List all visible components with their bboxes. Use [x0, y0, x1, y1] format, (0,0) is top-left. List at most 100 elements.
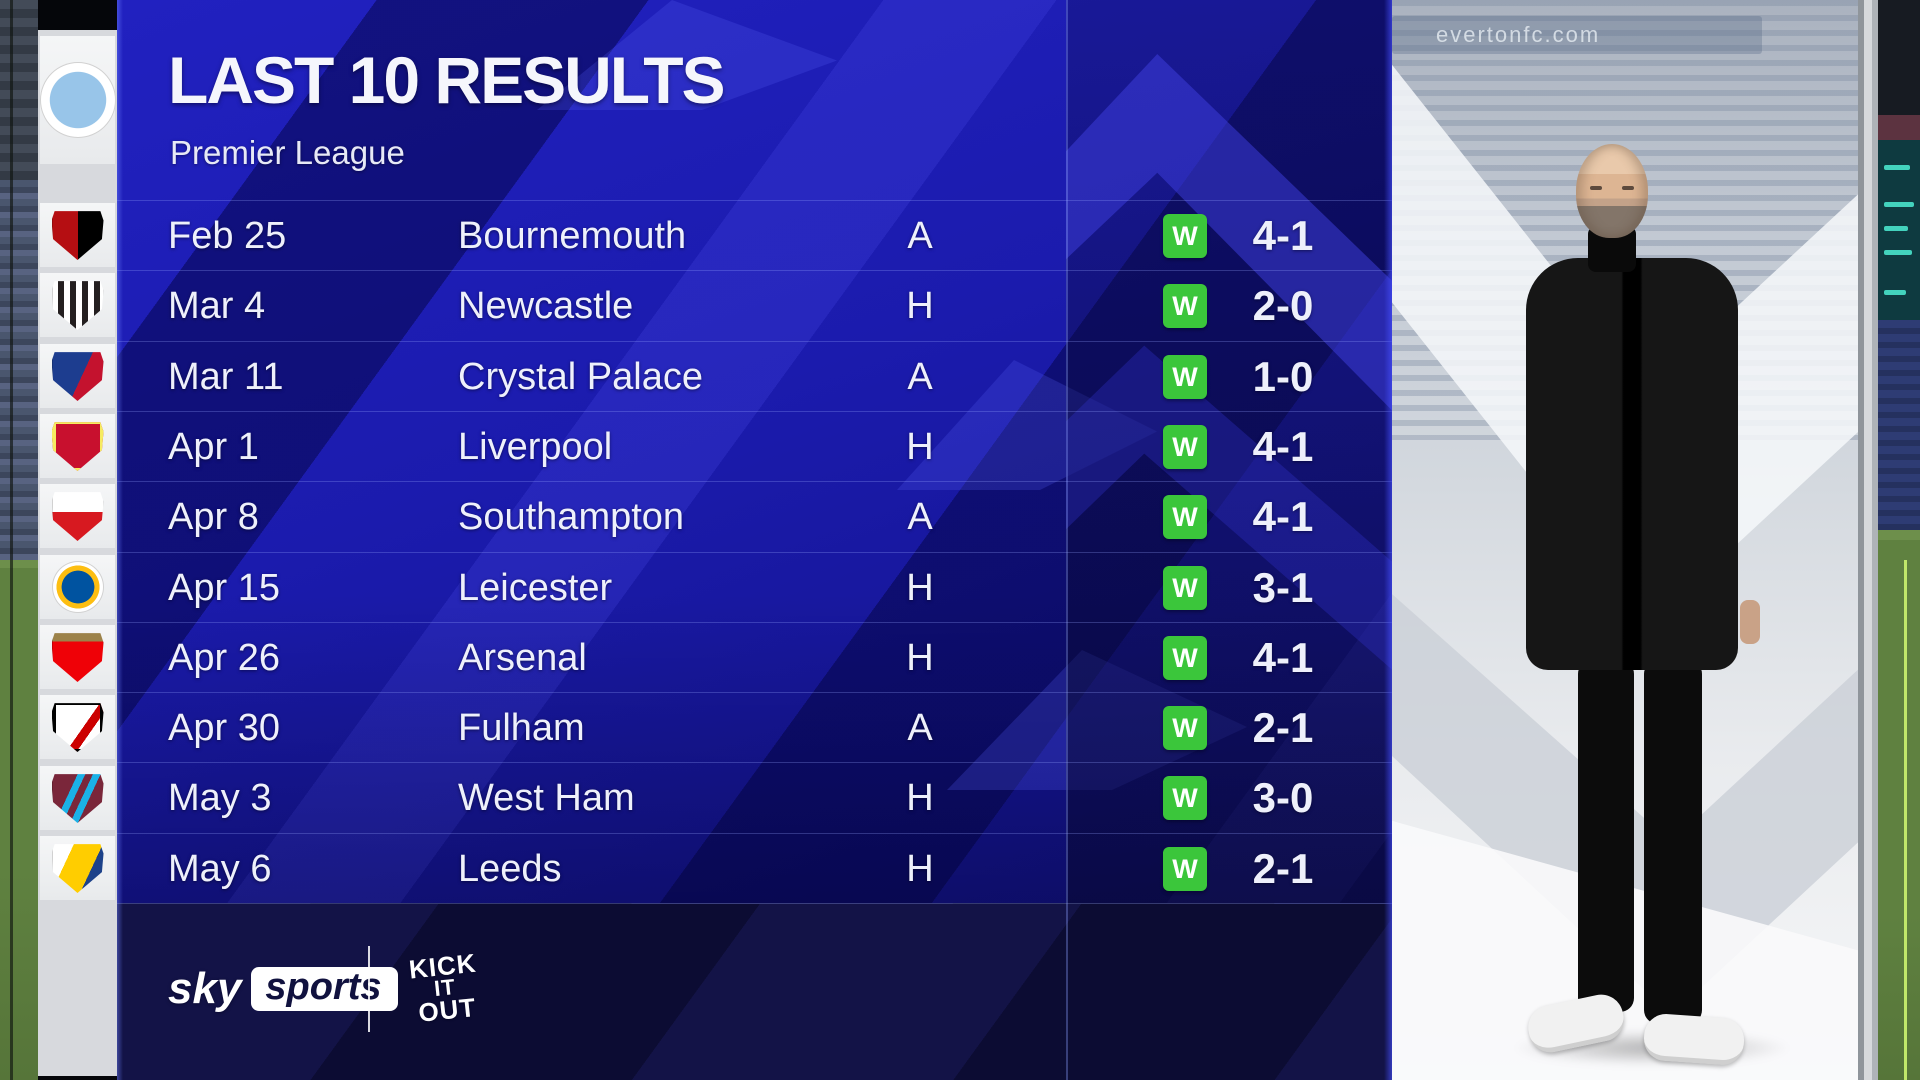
column-divider-line	[1066, 0, 1068, 1080]
left-video-edge	[0, 0, 38, 1080]
right-video-edge	[1878, 0, 1920, 1080]
badge-cell	[40, 766, 115, 830]
venue-indicator: H	[906, 425, 934, 468]
result-badge: W	[1163, 636, 1207, 680]
manager-figure-hand	[1740, 600, 1760, 644]
table-row: Apr 15 Leicester H W 3-1	[117, 552, 1392, 623]
scoreboard-text-line	[1884, 226, 1908, 231]
manager-figure-shoe	[1642, 1012, 1746, 1067]
opponent-name: Fulham	[458, 706, 585, 749]
manager-figure-brow	[1622, 186, 1634, 190]
stadium-stand-strip	[0, 0, 38, 180]
manager-figure-leg	[1644, 660, 1702, 1024]
competition-label: Premier League	[170, 134, 405, 171]
leeds-crest-icon	[51, 844, 104, 893]
match-score: 4-1	[1252, 212, 1314, 259]
bournemouth-crest-icon	[51, 211, 104, 260]
leicester-crest-icon	[51, 561, 104, 613]
match-date: Apr 26	[168, 636, 280, 679]
badge-cell	[40, 344, 115, 408]
venue-indicator: H	[906, 847, 934, 890]
crystal-palace-crest-icon	[51, 352, 104, 401]
result-badge: W	[1163, 706, 1207, 750]
kick-it-out-line: OUT	[416, 991, 478, 1028]
opponent-name: Crystal Palace	[458, 355, 703, 398]
badge-cell	[40, 625, 115, 689]
venue-indicator: A	[907, 495, 933, 538]
match-score: 4-1	[1252, 493, 1314, 540]
scoreboard-text-line	[1884, 290, 1906, 295]
badge-cell	[40, 203, 115, 267]
badge-cell	[40, 414, 115, 478]
manager-figure-brow	[1590, 186, 1602, 190]
result-badge: W	[1163, 495, 1207, 539]
match-date: Feb 25	[168, 214, 287, 257]
pitch-strip	[0, 560, 38, 1080]
match-score: 3-1	[1252, 564, 1314, 611]
opponent-name: Leicester	[458, 566, 613, 609]
scoreboard-text-line	[1884, 202, 1914, 207]
scoreboard-strip	[1878, 140, 1920, 320]
results-panel: LAST 10 RESULTS Premier League Feb 25 Bo…	[117, 0, 1392, 1080]
badge-cell	[40, 836, 115, 900]
manager-figure-head	[1576, 144, 1648, 238]
fulham-crest-icon	[51, 703, 104, 752]
badge-cell	[40, 484, 115, 548]
venue-indicator: A	[907, 355, 933, 398]
stadium-watermark: evertonfc.com	[1436, 22, 1601, 47]
result-badge: W	[1163, 214, 1207, 258]
sky-wordmark: sky	[168, 964, 242, 1013]
match-date: Mar 4	[168, 284, 266, 327]
table-row: Mar 11 Crystal Palace A W 1-0	[117, 341, 1392, 412]
match-score: 4-1	[1252, 423, 1314, 470]
score-column-background	[1066, 0, 1392, 1080]
match-score: 2-0	[1252, 282, 1314, 329]
match-score: 2-1	[1252, 845, 1314, 892]
frame-bars	[1858, 0, 1878, 1080]
manager-figure-torso	[1526, 258, 1738, 670]
table-row: Apr 26 Arsenal H W 4-1	[117, 622, 1392, 693]
table-row: Feb 25 Bournemouth A W 4-1	[117, 200, 1392, 271]
result-badge: W	[1163, 776, 1207, 820]
match-date: Apr 8	[168, 495, 259, 538]
table-row: Mar 4 Newcastle H W 2-0	[117, 270, 1392, 341]
stadium-seats-strip	[0, 180, 38, 560]
opponent-name: West Ham	[458, 776, 635, 819]
badge-cell	[40, 555, 115, 619]
badge-cell	[40, 273, 115, 337]
southampton-crest-icon	[51, 492, 104, 541]
match-date: Apr 15	[168, 566, 280, 609]
west-ham-crest-icon	[51, 774, 104, 823]
manager-figure-leg	[1578, 660, 1634, 1012]
opponent-name: Newcastle	[458, 284, 634, 327]
liverpool-crest-icon	[51, 422, 104, 471]
newcastle-crest-icon	[51, 281, 104, 330]
table-row: Apr 8 Southampton A W 4-1	[117, 481, 1392, 552]
opponent-name: Liverpool	[458, 425, 613, 468]
scoreboard-text-line	[1884, 165, 1910, 170]
result-badge: W	[1163, 566, 1207, 610]
venue-indicator: H	[906, 566, 934, 609]
panel-right-edge-glow	[1384, 0, 1394, 1080]
stadium-banner-strip	[1878, 115, 1920, 140]
table-row: May 3 West Ham H W 3-0	[117, 762, 1392, 833]
stanchion-line	[10, 0, 13, 1080]
logo-separator	[368, 946, 370, 1032]
venue-indicator: A	[907, 706, 933, 749]
match-score: 1-0	[1252, 353, 1314, 400]
badge-cell-club	[39, 36, 116, 164]
opponent-name: Arsenal	[458, 636, 587, 679]
result-badge: W	[1163, 425, 1207, 469]
venue-indicator: H	[906, 636, 934, 679]
match-score: 3-0	[1252, 774, 1314, 821]
table-row: Apr 1 Liverpool H W 4-1	[117, 411, 1392, 482]
match-date: Apr 1	[168, 425, 259, 468]
result-badge: W	[1163, 847, 1207, 891]
team-badge-strip	[38, 30, 117, 1076]
opponent-name: Leeds	[458, 847, 562, 890]
result-badge: W	[1163, 355, 1207, 399]
scoreboard-text-line	[1884, 250, 1912, 255]
panel-left-edge-glow	[117, 0, 123, 1080]
sports-wordmark: sports	[251, 967, 398, 1011]
